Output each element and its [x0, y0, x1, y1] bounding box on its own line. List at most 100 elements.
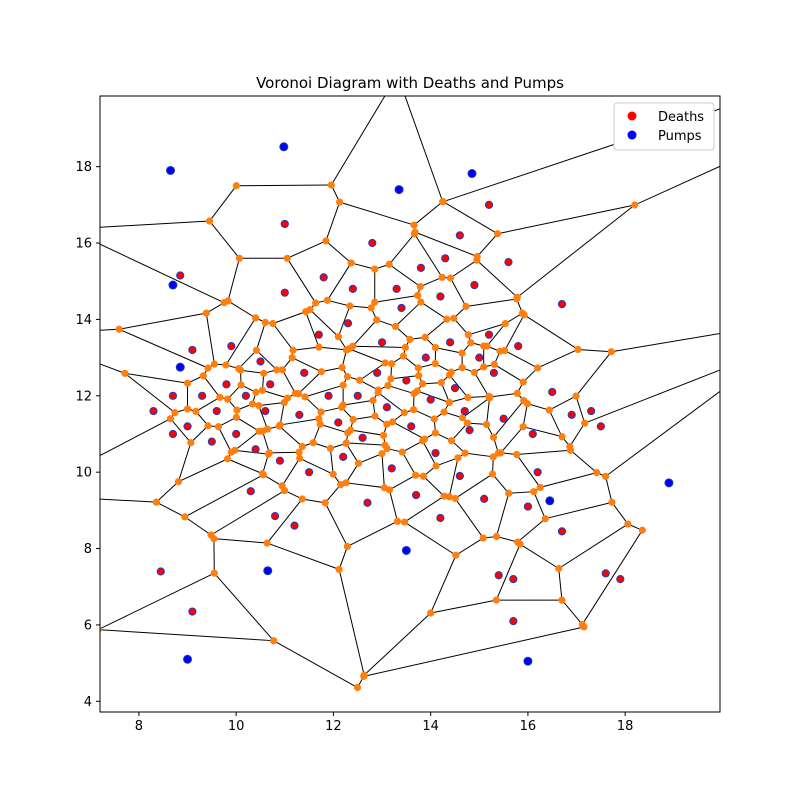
pump-point	[524, 657, 532, 665]
death-point	[485, 331, 492, 338]
voronoi-vertex	[204, 364, 211, 371]
voronoi-vertex	[371, 266, 378, 273]
death-point	[208, 438, 215, 445]
death-point	[177, 272, 184, 279]
voronoi-vertex	[380, 432, 387, 439]
y-tick-label: 14	[75, 313, 92, 328]
legend-pumps-marker	[628, 131, 637, 140]
pump-point	[176, 363, 184, 371]
death-point	[199, 392, 206, 399]
y-tick-label: 6	[84, 618, 92, 633]
voronoi-vertex	[259, 387, 266, 394]
pump-point	[264, 567, 272, 575]
voronoi-vertex	[452, 552, 459, 559]
voronoi-vertex	[432, 344, 439, 351]
pump-point	[402, 546, 410, 554]
voronoi-vertex	[210, 535, 217, 542]
voronoi-vertex	[419, 380, 426, 387]
pump-point	[184, 655, 192, 663]
voronoi-vertex	[335, 333, 342, 340]
voronoi-vertex	[279, 482, 286, 489]
voronoi-vertex	[502, 320, 509, 327]
voronoi-vertex	[324, 297, 331, 304]
y-tick-label: 4	[84, 695, 92, 710]
voronoi-vertex	[318, 368, 325, 375]
voronoi-vertex	[438, 379, 445, 386]
voronoi-vertex	[187, 439, 194, 446]
voronoi-vertex	[284, 255, 291, 262]
voronoi-vertex	[175, 478, 182, 485]
death-point	[456, 472, 463, 479]
voronoi-vertex	[537, 484, 544, 491]
death-point	[510, 575, 517, 582]
voronoi-vertex	[167, 415, 174, 422]
death-point	[597, 423, 604, 430]
voronoi-vertex	[530, 488, 537, 495]
voronoi-vertex	[371, 413, 378, 420]
death-point	[437, 514, 444, 521]
voronoi-vertex	[264, 539, 271, 546]
voronoi-vertex	[496, 348, 503, 355]
voronoi-vertex	[369, 397, 376, 404]
voronoi-vertex	[299, 443, 306, 450]
voronoi-vertex	[276, 422, 283, 429]
death-point	[335, 419, 342, 426]
voronoi-vertex	[520, 378, 527, 385]
death-point	[534, 469, 541, 476]
death-point	[271, 512, 278, 519]
voronoi-vertex	[224, 455, 231, 462]
voronoi-vertex	[360, 673, 367, 680]
voronoi-vertex	[400, 352, 407, 359]
voronoi-vertex	[546, 406, 553, 413]
voronoi-vertex	[489, 470, 496, 477]
voronoi-vertex	[490, 434, 497, 441]
pump-point	[395, 186, 403, 194]
death-point	[432, 449, 439, 456]
voronoi-vertex	[222, 361, 229, 368]
death-point	[281, 220, 288, 227]
voronoi-vertex	[343, 346, 350, 353]
death-point	[500, 415, 507, 422]
voronoi-vertex	[467, 339, 474, 346]
voronoi-vertex	[432, 429, 439, 436]
voronoi-vertex	[471, 369, 478, 376]
y-tick-label: 16	[75, 237, 92, 252]
death-point	[442, 255, 449, 262]
death-point	[169, 430, 176, 437]
death-point	[524, 503, 531, 510]
death-point	[456, 232, 463, 239]
voronoi-vertex	[624, 520, 631, 527]
voronoi-vertex	[270, 637, 277, 644]
pump-point	[167, 166, 175, 174]
death-point	[257, 358, 264, 365]
death-point	[320, 274, 327, 281]
voronoi-vertex	[417, 283, 424, 290]
voronoi-vertex	[233, 407, 240, 414]
voronoi-vertex	[415, 364, 422, 371]
death-point	[558, 301, 565, 308]
voronoi-vertex	[394, 518, 401, 525]
voronoi-vertex	[200, 372, 207, 379]
voronoi-vertex	[414, 387, 421, 394]
voronoi-vertex	[411, 229, 418, 236]
voronoi-edge	[269, 452, 299, 453]
voronoi-vertex	[340, 382, 347, 389]
voronoi-vertex	[252, 314, 259, 321]
x-tick-label: 14	[422, 719, 439, 734]
death-point	[403, 377, 410, 384]
voronoi-vertex	[153, 499, 160, 506]
voronoi-vertex	[465, 331, 472, 338]
voronoi-vertex	[322, 237, 329, 244]
voronoi-vertex	[439, 274, 446, 281]
voronoi-vertex	[459, 364, 466, 371]
death-point	[490, 369, 497, 376]
voronoi-vertex	[371, 299, 378, 306]
voronoi-vertex	[330, 471, 337, 478]
voronoi-vertex	[448, 368, 455, 375]
death-point	[364, 499, 371, 506]
voronoi-vertex	[192, 408, 199, 415]
death-point	[437, 293, 444, 300]
death-point	[301, 369, 308, 376]
voronoi-vertex	[480, 534, 487, 541]
voronoi-vertex	[524, 400, 531, 407]
